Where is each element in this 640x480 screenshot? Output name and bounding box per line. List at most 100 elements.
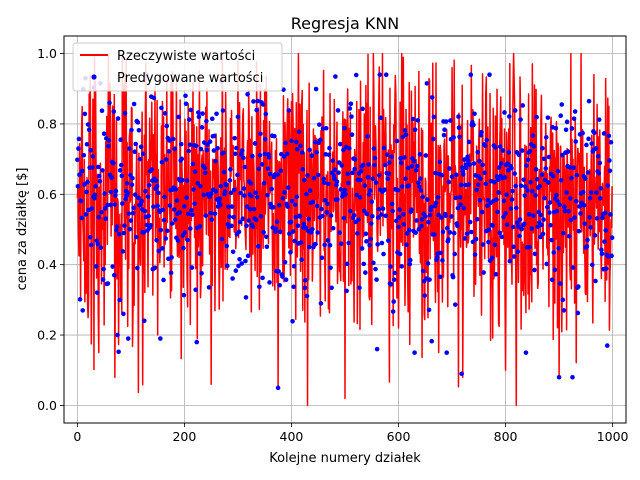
predicted-point [465,158,471,163]
predicted-point [597,160,603,166]
predicted-point [572,215,577,220]
predicted-point [112,202,118,207]
predicted-point [237,257,242,262]
predicted-point [530,133,536,138]
predicted-point [545,204,550,210]
predicted-point [417,152,423,157]
predicted-point [405,165,411,171]
predicted-point [343,192,348,197]
predicted-point [234,145,239,151]
predicted-point [399,264,405,269]
predicted-point [420,194,425,200]
predicted-point [249,193,254,199]
predicted-point [528,179,534,185]
predicted-point [183,93,188,99]
predicted-point [606,133,612,139]
predicted-point [95,241,101,247]
predicted-point [117,168,123,173]
predicted-point [130,175,135,181]
predicted-point [253,217,259,223]
predicted-point [413,230,418,235]
predicted-point [303,278,308,283]
predicted-point [525,157,531,163]
predicted-point [543,166,549,171]
predicted-point [364,239,369,244]
predicted-point [348,101,354,107]
predicted-point [358,177,363,183]
predicted-point [97,178,103,184]
predicted-point [231,187,237,193]
predicted-point [406,183,411,189]
predicted-point [353,72,359,78]
predicted-point [412,350,417,355]
predicted-point [187,142,193,147]
predicted-point [102,191,107,196]
predicted-point [475,149,481,155]
predicted-point [360,106,365,112]
predicted-point [546,154,552,160]
predicted-point [492,179,497,185]
predicted-point [437,159,443,165]
predicted-point [253,190,258,195]
predicted-point [287,231,292,237]
legend-label-real: Rzeczywiste wartości [117,49,255,64]
predicted-point [519,148,525,153]
predicted-point [298,240,304,245]
predicted-point [520,103,525,108]
predicted-point [523,350,529,355]
predicted-point [125,190,130,196]
predicted-point [202,165,208,171]
predicted-point [494,197,499,202]
predicted-point [336,170,341,175]
predicted-point [452,302,458,307]
predicted-point [273,226,279,232]
predicted-point [602,239,607,244]
predicted-point [244,223,249,228]
predicted-point [486,239,491,245]
predicted-point [459,371,464,377]
predicted-point [608,212,613,217]
predicted-point [149,167,155,172]
predicted-point [373,266,378,272]
predicted-point [289,138,294,144]
predicted-point [467,219,473,225]
predicted-point [324,210,330,215]
predicted-point [381,251,386,257]
predicted-point [274,219,280,225]
predicted-point [576,284,581,289]
predicted-point [217,196,223,201]
predicted-point [429,95,435,100]
predicted-point [76,146,81,151]
predicted-point [93,264,99,269]
predicted-point [169,221,175,226]
predicted-point [537,183,543,189]
predicted-point [141,318,147,324]
y-tick-label: 0.8 [37,116,57,131]
x-tick-label: 800 [494,429,518,444]
predicted-point [596,170,601,176]
predicted-point [431,136,436,142]
predicted-point [208,210,213,216]
predicted-point [510,188,515,194]
predicted-point [374,346,380,352]
predicted-point [105,202,110,208]
predicted-point [303,225,309,231]
predicted-point [549,237,554,243]
predicted-point [315,230,321,235]
predicted-point [482,143,488,148]
predicted-point [418,176,423,181]
predicted-point [247,207,253,212]
predicted-point [221,150,226,156]
predicted-point [381,145,387,151]
predicted-point [269,186,274,192]
predicted-point [77,172,82,178]
predicted-point [545,115,551,120]
predicted-point [323,125,329,131]
predicted-point [200,111,205,116]
predicted-point [230,276,235,281]
predicted-point [364,211,370,217]
predicted-point [568,196,573,201]
predicted-point [388,264,393,269]
predicted-point [286,108,292,113]
predicted-point [130,210,136,216]
